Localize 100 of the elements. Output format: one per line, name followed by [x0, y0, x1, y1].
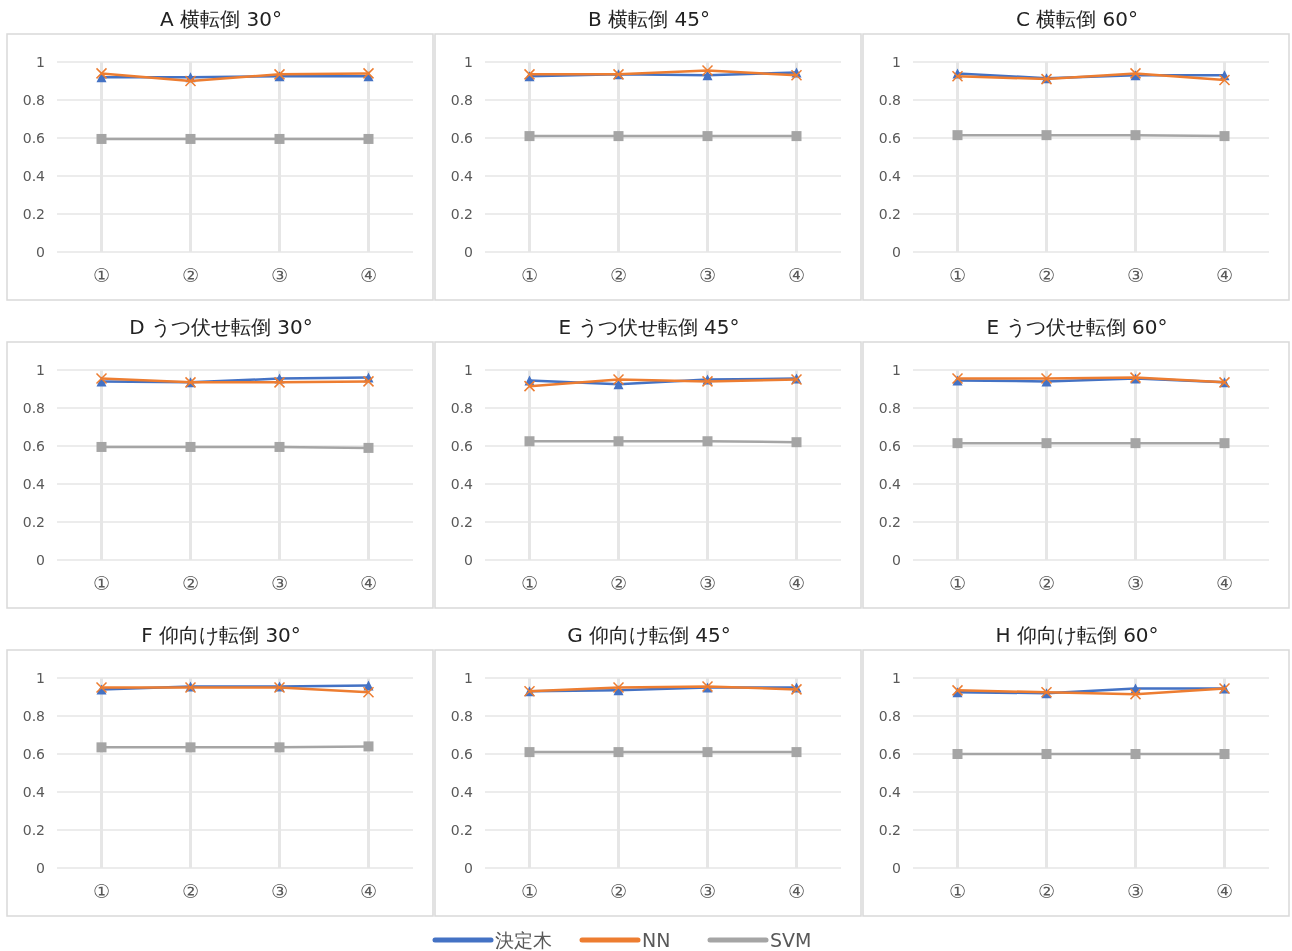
y-tick-label: 0.4 — [878, 784, 902, 800]
x-tick-label: ④ — [359, 880, 378, 902]
x-tick-label: ② — [181, 264, 200, 286]
x-tick-label: ③ — [1126, 880, 1145, 902]
y-tick-label: 0.6 — [22, 438, 46, 454]
y-tick-label: 0.2 — [878, 206, 901, 222]
y-tick-label: 0.4 — [450, 168, 474, 184]
y-tick-label: 1 — [892, 362, 901, 378]
x-tick-label: ② — [1037, 264, 1056, 286]
x-tick-label: ③ — [1126, 572, 1145, 594]
y-tick-label: 0.8 — [450, 708, 473, 724]
y-tick-label: 0.4 — [450, 784, 474, 800]
x-tick-label: ① — [520, 880, 539, 902]
chart-title: G 仰向け転倒 45° — [567, 623, 731, 647]
x-tick-label: ③ — [698, 264, 717, 286]
y-tick-label: 1 — [464, 54, 473, 70]
legend-label: NN — [642, 929, 671, 951]
x-tick-label: ③ — [270, 264, 289, 286]
y-tick-label: 0.4 — [878, 476, 902, 492]
x-tick-label: ② — [609, 880, 628, 902]
x-tick-label: ③ — [1126, 264, 1145, 286]
y-tick-label: 0.8 — [22, 92, 45, 108]
y-tick-label: 0.6 — [878, 130, 902, 146]
x-tick-label: ④ — [1215, 572, 1234, 594]
x-tick-label: ④ — [787, 264, 806, 286]
y-tick-label: 0 — [464, 244, 473, 260]
chart-title: E うつ伏せ転倒 45° — [558, 315, 740, 339]
y-tick-label: 0.8 — [878, 92, 901, 108]
y-tick-label: 0.4 — [22, 784, 46, 800]
y-tick-label: 0 — [464, 552, 473, 568]
y-tick-label: 0.8 — [878, 400, 901, 416]
x-tick-label: ② — [1037, 880, 1056, 902]
x-tick-label: ④ — [359, 572, 378, 594]
legend-label: 決定木 — [495, 929, 552, 951]
y-tick-label: 0.6 — [878, 746, 902, 762]
x-tick-label: ① — [92, 880, 111, 902]
x-tick-label: ④ — [787, 880, 806, 902]
x-tick-label: ① — [948, 880, 967, 902]
y-tick-label: 0.8 — [450, 92, 473, 108]
y-tick-label: 0.8 — [22, 400, 45, 416]
y-tick-label: 0 — [36, 552, 45, 568]
x-tick-label: ② — [609, 572, 628, 594]
legend-label: SVM — [770, 929, 812, 951]
x-tick-label: ① — [520, 572, 539, 594]
x-tick-label: ③ — [698, 880, 717, 902]
x-tick-label: ① — [92, 572, 111, 594]
x-tick-label: ② — [181, 572, 200, 594]
y-tick-label: 0 — [892, 244, 901, 260]
y-tick-label: 0.4 — [450, 476, 474, 492]
y-tick-label: 0.6 — [22, 746, 46, 762]
y-tick-label: 0 — [36, 860, 45, 876]
y-tick-label: 1 — [892, 54, 901, 70]
x-tick-label: ④ — [787, 572, 806, 594]
x-tick-label: ④ — [1215, 880, 1234, 902]
y-tick-label: 0.2 — [450, 514, 473, 530]
y-tick-label: 1 — [892, 670, 901, 686]
y-tick-label: 0.6 — [450, 746, 474, 762]
y-tick-label: 0 — [892, 552, 901, 568]
x-tick-label: ④ — [1215, 264, 1234, 286]
y-tick-label: 0.8 — [450, 400, 473, 416]
x-tick-label: ③ — [698, 572, 717, 594]
y-tick-label: 0.6 — [450, 438, 474, 454]
y-tick-label: 0.4 — [22, 168, 46, 184]
y-tick-label: 0.6 — [878, 438, 902, 454]
y-tick-label: 0.2 — [22, 514, 45, 530]
y-tick-label: 0.2 — [450, 822, 473, 838]
chart-title: C 横転倒 60° — [1015, 7, 1139, 31]
y-tick-label: 1 — [36, 362, 45, 378]
x-tick-label: ① — [92, 264, 111, 286]
x-tick-label: ③ — [270, 572, 289, 594]
y-tick-label: 0.6 — [450, 130, 474, 146]
y-tick-label: 1 — [464, 362, 473, 378]
y-tick-label: 0.8 — [22, 708, 45, 724]
y-tick-label: 0.6 — [22, 130, 46, 146]
x-tick-label: ② — [181, 880, 200, 902]
chart-title: B 横転倒 45° — [588, 7, 710, 31]
x-tick-label: ② — [1037, 572, 1056, 594]
y-tick-label: 0.2 — [878, 822, 901, 838]
chart-title: A 横転倒 30° — [160, 7, 282, 31]
y-tick-label: 0.2 — [878, 514, 901, 530]
chart-title: H 仰向け転倒 60° — [995, 623, 1159, 647]
chart-title: F 仰向け転倒 30° — [141, 623, 301, 647]
x-tick-label: ③ — [270, 880, 289, 902]
y-tick-label: 1 — [36, 670, 45, 686]
x-tick-label: ④ — [359, 264, 378, 286]
y-tick-label: 0.2 — [22, 206, 45, 222]
y-tick-label: 0.2 — [450, 206, 473, 222]
x-tick-label: ① — [948, 572, 967, 594]
y-tick-label: 0.8 — [878, 708, 901, 724]
y-tick-label: 1 — [464, 670, 473, 686]
y-tick-label: 1 — [36, 54, 45, 70]
y-tick-label: 0 — [36, 244, 45, 260]
chart-title: D うつ伏せ転倒 30° — [129, 315, 313, 339]
x-tick-label: ① — [520, 264, 539, 286]
x-tick-label: ① — [948, 264, 967, 286]
y-tick-label: 0.4 — [22, 476, 46, 492]
y-tick-label: 0.2 — [22, 822, 45, 838]
x-tick-label: ② — [609, 264, 628, 286]
y-tick-label: 0 — [892, 860, 901, 876]
y-tick-label: 0 — [464, 860, 473, 876]
